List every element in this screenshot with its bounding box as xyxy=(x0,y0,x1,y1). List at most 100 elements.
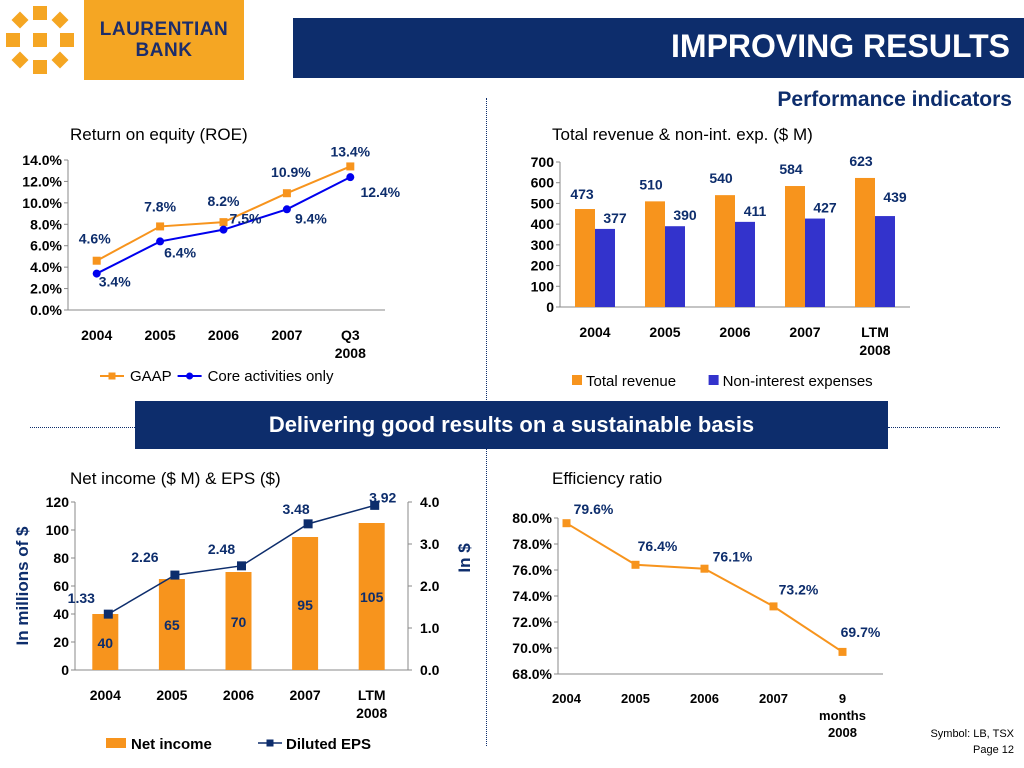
roe-data-label: 8.2% xyxy=(208,193,240,209)
roe-data-label: 12.4% xyxy=(360,184,400,200)
roe-y-tick-label: 14.0% xyxy=(22,152,62,168)
revenue-chart: 0 100 200 300 400 500 600 700 2004 2005 2006 2007 LT… xyxy=(531,153,910,390)
revenue-bar xyxy=(645,201,665,307)
roe-x-tick-label: 2008 xyxy=(335,345,366,361)
revenue-data-label: 427 xyxy=(813,200,837,216)
net-income-legend-label: Net income xyxy=(131,736,212,753)
revenue-bar xyxy=(715,195,735,307)
roe-y-tick-label: 12.0% xyxy=(22,173,62,189)
roe-point xyxy=(92,269,101,278)
efficiency-point xyxy=(769,602,778,611)
revenue-legend-label: Non-interest expenses xyxy=(723,373,873,390)
roe-point xyxy=(282,189,291,198)
bank-logo: LAURENTIAN BANK xyxy=(84,0,244,80)
revenue-bar xyxy=(805,218,825,307)
revenue-bar xyxy=(665,226,685,307)
roe-point xyxy=(156,237,165,246)
net-income-chart: 0 20 40 60 80 100 120 0.0 1.0 2.0 3.0 4.0 In million… xyxy=(13,489,474,753)
net-income-bar-label: 65 xyxy=(164,617,180,633)
roe-data-label: 7.8% xyxy=(144,198,176,214)
net-income-y2-tick-label: 2.0 xyxy=(420,578,440,594)
net-income-bar-label: 70 xyxy=(231,614,247,630)
net-income-y2-tick-label: 1.0 xyxy=(420,620,440,636)
net-income-y-tick-label: 0 xyxy=(61,662,69,678)
roe-data-label: 4.6% xyxy=(79,231,111,247)
net-income-y-tick-label: 120 xyxy=(46,494,70,510)
net-income-legend-swatch xyxy=(106,738,126,748)
roe-data-label: 7.5% xyxy=(230,211,262,227)
revenue-y-tick-label: 100 xyxy=(531,278,555,294)
net-income-x-tick-label: 2008 xyxy=(356,705,387,721)
revenue-bar xyxy=(595,228,615,307)
title-bar xyxy=(293,18,1024,78)
revenue-x-tick-label: LTM xyxy=(861,324,889,340)
page-subtitle: Performance indicators xyxy=(777,88,1012,111)
roe-data-label: 3.4% xyxy=(99,274,131,290)
roe-x-tick-label: 2007 xyxy=(271,327,302,343)
net-income-bar xyxy=(225,572,252,670)
revenue-bar xyxy=(855,177,875,307)
net-income-y2-axis-title: In $ xyxy=(455,543,474,573)
efficiency-y-tick-label: 72.0% xyxy=(512,614,552,630)
revenue-y-tick-label: 700 xyxy=(531,154,555,170)
efficiency-chart: 68.0% 70.0% 72.0% 74.0% 76.0% 78.0% 80.0% 2004 2… xyxy=(512,501,883,740)
net-income-x-tick-label: 2004 xyxy=(90,687,121,703)
horizontal-divider-left xyxy=(30,427,135,428)
roe-x-tick-label: Q3 xyxy=(341,327,360,343)
roe-legend-point xyxy=(108,372,116,380)
revenue-y-tick-label: 400 xyxy=(531,216,555,232)
revenue-legend-swatch xyxy=(708,375,719,385)
eps-legend-label: Diluted EPS xyxy=(286,736,371,753)
eps-point xyxy=(170,570,180,580)
revenue-y-tick-label: 0 xyxy=(546,299,554,315)
revenue-y-tick-label: 300 xyxy=(531,237,555,253)
eps-point xyxy=(370,500,380,510)
roe-x-tick-label: 2005 xyxy=(145,327,176,343)
roe-point xyxy=(282,205,291,214)
roe-data-label: 9.4% xyxy=(295,210,327,226)
revenue-x-tick-label: 2005 xyxy=(649,324,680,340)
revenue-data-label: 411 xyxy=(744,203,767,219)
bank-name-line1: LAURENTIAN xyxy=(99,19,229,40)
efficiency-point xyxy=(700,564,709,573)
net-income-y-tick-label: 20 xyxy=(53,634,69,650)
roe-x-tick-label: 2006 xyxy=(208,327,239,343)
roe-point xyxy=(346,173,355,182)
efficiency-x-tick-label: 9 xyxy=(839,691,846,706)
roe-point xyxy=(156,222,165,231)
revenue-y-tick-label: 500 xyxy=(531,195,555,211)
roe-x-tick-label: 2004 xyxy=(81,327,112,343)
efficiency-y-tick-label: 70.0% xyxy=(512,640,552,656)
efficiency-data-label: 69.7% xyxy=(841,624,881,640)
roe-y-tick-label: 6.0% xyxy=(30,238,62,254)
revenue-data-label: 510 xyxy=(639,176,663,192)
eps-point xyxy=(237,561,246,571)
revenue-x-tick-label: 2006 xyxy=(719,324,750,340)
revenue-y-tick-label: 600 xyxy=(531,175,555,191)
roe-data-label: 6.4% xyxy=(164,244,196,260)
revenue-data-label: 584 xyxy=(779,161,803,177)
net-income-bar xyxy=(158,579,185,670)
roe-y-tick-label: 4.0% xyxy=(30,259,62,275)
efficiency-data-label: 76.4% xyxy=(638,538,678,554)
efficiency-x-tick-label: 2006 xyxy=(690,691,719,706)
net-income-y-tick-label: 40 xyxy=(53,606,69,622)
roe-y-tick-label: 0.0% xyxy=(30,302,62,318)
horizontal-divider-right xyxy=(888,427,1000,428)
roe-legend-label: Core activities only xyxy=(208,368,334,385)
net-income-x-tick-label: 2005 xyxy=(156,687,187,703)
revenue-data-label: 439 xyxy=(883,189,907,205)
revenue-data-label: 390 xyxy=(673,207,697,223)
roe-chart-title: Return on equity (ROE) xyxy=(70,125,248,144)
eps-data-label: 2.48 xyxy=(208,541,235,557)
roe-legend-point xyxy=(186,372,194,380)
revenue-x-tick-label: 2007 xyxy=(789,324,820,340)
net-income-x-tick-label: LTM xyxy=(358,687,386,703)
footer-page-number: Page 12 xyxy=(973,744,1014,756)
revenue-x-tick-label: 2004 xyxy=(579,324,610,340)
net-income-x-tick-label: 2007 xyxy=(290,687,321,703)
roe-y-tick-label: 8.0% xyxy=(30,216,62,232)
efficiency-x-tick-label: months xyxy=(819,708,866,723)
revenue-data-label: 540 xyxy=(709,170,733,186)
revenue-legend-label: Total revenue xyxy=(586,373,676,390)
